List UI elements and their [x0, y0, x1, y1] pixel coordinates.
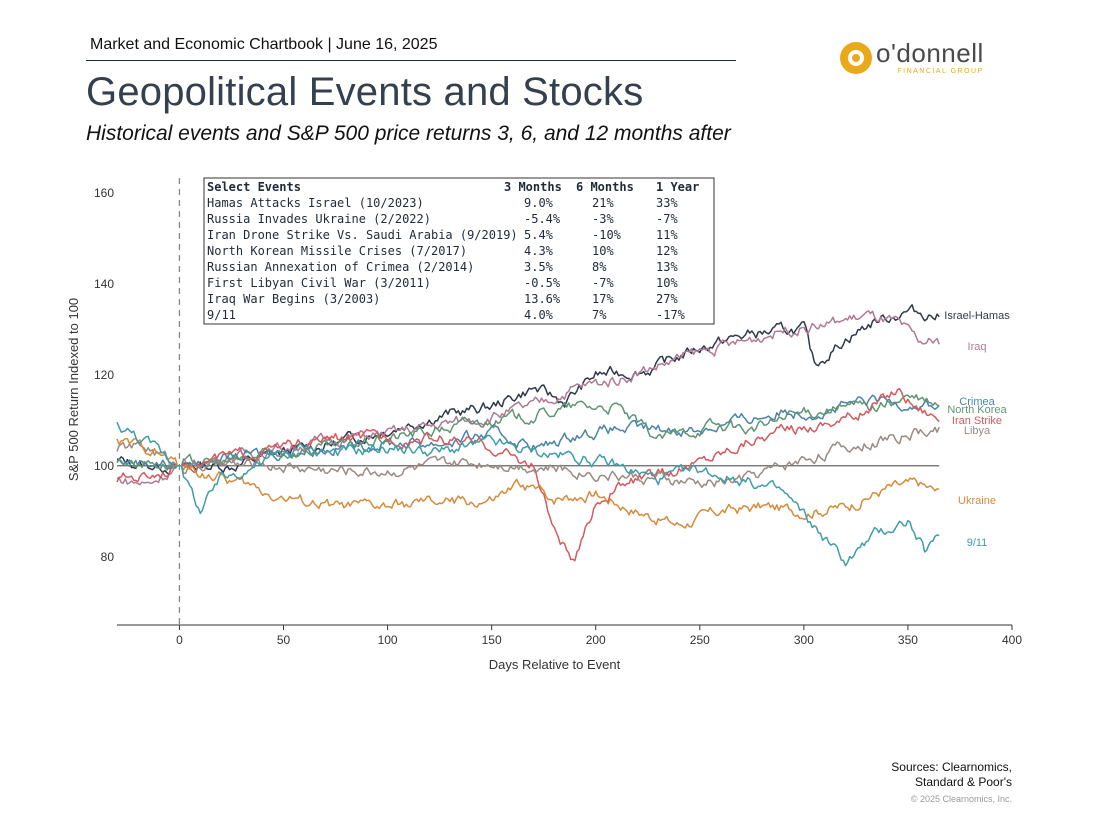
x-tick-label: 300	[794, 633, 814, 647]
series-label: 9/11	[967, 537, 988, 549]
y-tick-label: 100	[94, 459, 114, 473]
x-axis-label: Days Relative to Event	[489, 657, 621, 672]
series-line-north-korea	[116, 394, 940, 471]
table-return-cell: -17%	[656, 308, 686, 322]
table-return-cell: -7%	[656, 212, 678, 226]
x-tick-label: 250	[690, 633, 710, 647]
series-label: Crimea	[959, 396, 995, 408]
series-label: Iraq	[968, 341, 987, 353]
table-return-cell: 13.6%	[524, 292, 561, 306]
logo-name: o'donnell	[876, 38, 984, 68]
table-return-cell: 33%	[656, 196, 678, 210]
table-return-cell: 5.4%	[524, 228, 554, 242]
events-table: Select Events 3 Months 6 Months 1 Year Hamas…	[203, 177, 715, 325]
table-return-cell: -10%	[592, 228, 622, 242]
sources-line-1: Sources: Clearnomics,	[891, 760, 1012, 774]
y-tick-label: 120	[94, 368, 114, 382]
table-return-cell: 3.5%	[524, 260, 554, 274]
series-line-ukraine	[116, 437, 940, 529]
table-event-name: Iraq War Begins (3/2003)	[207, 292, 380, 306]
table-return-cell: 21%	[592, 196, 614, 210]
table-return-cell: -0.5%	[524, 276, 561, 290]
table-event-name: Russia Invades Ukraine (2/2022)	[207, 212, 431, 226]
table-return-cell: 9.0%	[524, 196, 554, 210]
table-return-cell: 27%	[656, 292, 678, 306]
table-event-name: North Korean Missile Crises (7/2017)	[207, 244, 467, 258]
copyright: © 2025 Clearnomics, Inc.	[910, 794, 1012, 804]
company-logo: o'donnell FINANCIAL GROUP	[840, 40, 984, 75]
x-tick-label: 350	[898, 633, 918, 647]
table-return-cell: 17%	[592, 292, 614, 306]
table-header-cell: Select Events	[207, 180, 301, 194]
table-return-cell: 10%	[656, 276, 678, 290]
x-tick-label: 400	[1002, 633, 1022, 647]
header-divider	[86, 60, 736, 61]
sources-line-2: Standard & Poor's	[914, 775, 1012, 789]
table-return-cell: 8%	[592, 260, 607, 274]
x-tick-label: 0	[176, 633, 183, 647]
series-label: Libya	[964, 425, 991, 437]
y-tick-label: 140	[94, 277, 114, 291]
table-header-cell: 3 Months	[504, 180, 562, 194]
series-line-9-11	[116, 421, 940, 567]
table-return-cell: 4.0%	[524, 308, 554, 322]
series-line-iran-strike	[116, 387, 940, 562]
events-table-border	[203, 177, 715, 325]
table-header-cell: 1 Year	[656, 180, 699, 194]
table-return-cell: -3%	[592, 212, 614, 226]
table-return-cell: 13%	[656, 260, 678, 274]
x-tick-label: 150	[482, 633, 502, 647]
y-tick-label: 160	[94, 186, 114, 200]
series-label: North Korea	[947, 404, 1007, 416]
table-header-cell: 6 Months	[576, 180, 634, 194]
page-subtitle: Historical events and S&P 500 price retu…	[86, 122, 731, 145]
x-tick-label: 100	[378, 633, 398, 647]
table-event-name: 9/11	[207, 308, 236, 322]
o-mark-icon	[840, 41, 872, 74]
series-line-crimea	[116, 394, 940, 470]
series-label: Israel-Hamas	[944, 310, 1010, 322]
logo-tagline: FINANCIAL GROUP	[897, 68, 984, 75]
x-tick-label: 200	[586, 633, 606, 647]
y-axis-label: S&P 500 Return Indexed to 100	[66, 298, 81, 481]
chartbook-header: Market and Economic Chartbook | June 16,…	[90, 36, 438, 53]
table-event-name: Iran Drone Strike Vs. Saudi Arabia (9/20…	[207, 228, 518, 242]
table-return-cell: 4.3%	[524, 244, 554, 258]
table-return-cell: -5.4%	[524, 212, 561, 226]
table-return-cell: 7%	[592, 308, 607, 322]
sources-note: Sources: Clearnomics, Standard & Poor's	[891, 760, 1012, 790]
series-line-israel-hamas	[116, 304, 940, 476]
table-event-name: First Libyan Civil War (3/2011)	[207, 276, 431, 290]
table-return-cell: -7%	[592, 276, 614, 290]
table-event-name: Hamas Attacks Israel (10/2023)	[207, 196, 424, 210]
series-line-libya	[116, 426, 940, 489]
line-chart: 0 50 100 150 200 250 300 350 400 80 100 120 140 160 Da…	[66, 177, 1022, 672]
table-return-cell: 10%	[592, 244, 614, 258]
x-tick-label: 50	[277, 633, 291, 647]
y-tick-label: 80	[101, 550, 115, 564]
series-label: Ukraine	[958, 495, 996, 507]
table-return-cell: 12%	[656, 244, 678, 258]
page-title: Geopolitical Events and Stocks	[86, 70, 644, 114]
series-label: Iran Strike	[952, 415, 1002, 427]
table-return-cell: 11%	[656, 228, 678, 242]
table-event-name: Russian Annexation of Crimea (2/2014)	[207, 260, 474, 274]
